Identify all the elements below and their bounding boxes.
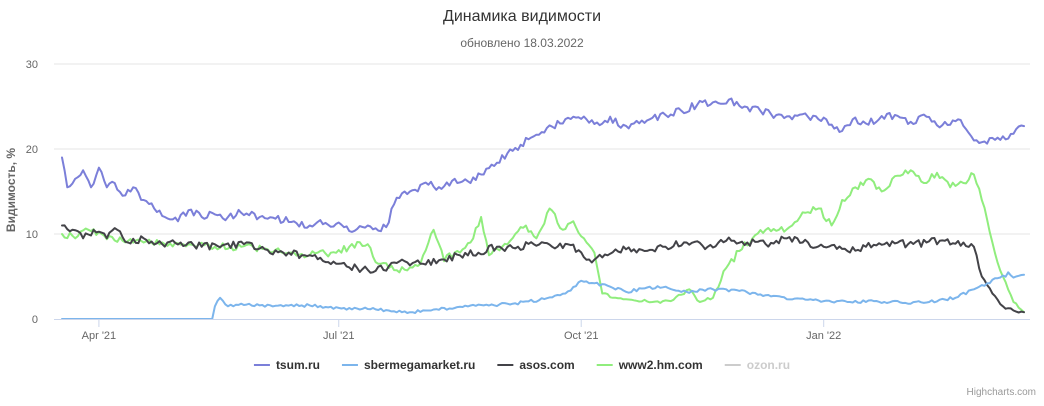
legend-label: asos.com — [519, 358, 574, 372]
y-tick-label: 0 — [32, 314, 38, 326]
chart-title: Динамика видимости — [443, 8, 601, 25]
legend-item-tsum-ru[interactable]: tsum.ru — [253, 358, 320, 372]
x-tick-label: Jul '21 — [323, 330, 354, 342]
legend-label: www2.hm.com — [618, 358, 703, 372]
series-line-sbermegamarket-ru — [61, 271, 1025, 320]
y-axis-ticks: 0 10 20 30 — [26, 59, 38, 326]
legend-item-asos-com[interactable]: asos.com — [497, 358, 575, 372]
legend-item-www2-hm-com[interactable]: www2.hm.com — [596, 358, 703, 372]
series-line-www2-hm-com — [61, 169, 1025, 314]
legend-item-ozon-ru[interactable]: ozon.ru — [724, 358, 790, 372]
chart-subtitle: обновлено 18.03.2022 — [460, 36, 584, 50]
legend: tsum.ru sbermegamarket.ru asos.com www2.hm.… — [253, 358, 790, 372]
series-line-asos-com — [61, 224, 1025, 314]
legend-label: tsum.ru — [276, 358, 320, 372]
legend-item-sbermegamarket-ru[interactable]: sbermegamarket.ru — [341, 358, 475, 372]
x-tick-label: Apr '21 — [82, 330, 117, 342]
x-tick-label: Jan '22 — [806, 330, 841, 342]
y-tick-label: 30 — [26, 59, 38, 71]
y-tick-label: 10 — [26, 229, 38, 241]
credits-link[interactable]: Highcharts.com — [967, 387, 1036, 398]
series-lines — [61, 97, 1025, 320]
legend-label: sbermegamarket.ru — [364, 358, 475, 372]
grid-lines — [54, 63, 1030, 235]
legend-label: ozon.ru — [747, 358, 790, 372]
series-line-tsum-ru — [61, 97, 1025, 233]
y-tick-label: 20 — [26, 144, 38, 156]
x-tick-label: Oct '21 — [564, 330, 599, 342]
y-axis-title: Видимость, % — [4, 148, 18, 233]
x-axis-ticks: Apr '21 Jul '21 Oct '21 Jan '22 — [82, 319, 841, 342]
